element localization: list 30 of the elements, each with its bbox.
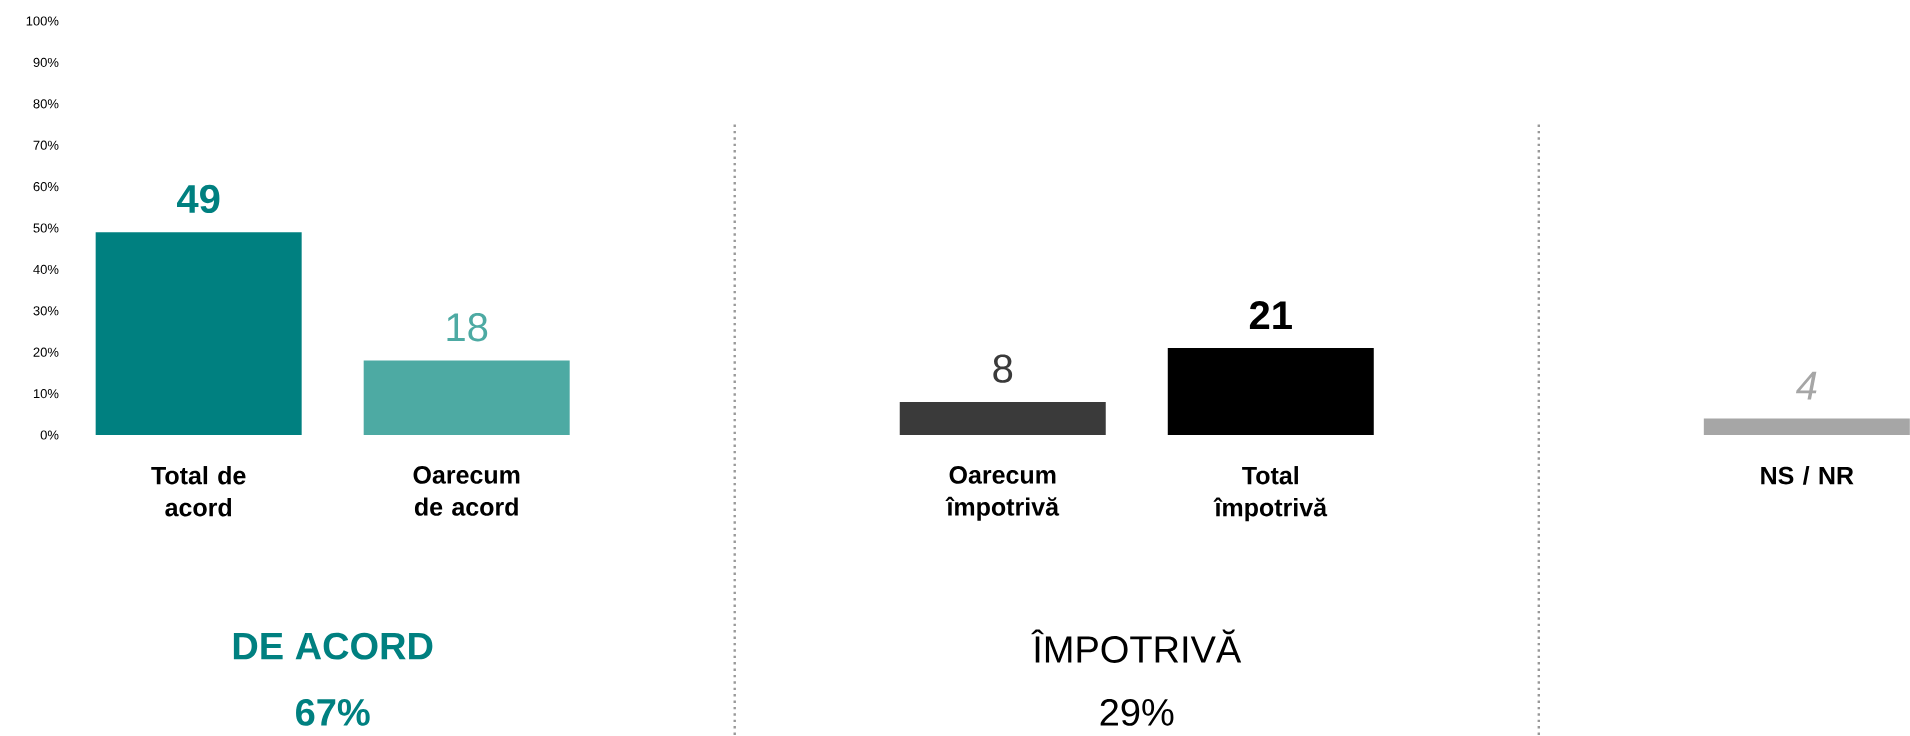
y-tick-label: 40% (33, 264, 59, 275)
data-label: 49 (177, 184, 220, 214)
data-label: 8 (993, 354, 1013, 383)
bar (95, 232, 302, 435)
bar (899, 401, 1106, 435)
bar (1703, 418, 1910, 435)
data-label: 4 (1795, 371, 1817, 400)
y-tick-label: 50% (33, 223, 59, 233)
y-tick-label: 80% (33, 99, 59, 109)
text: 29% (1100, 698, 1174, 726)
bar (1167, 348, 1374, 435)
data-label: 21 (1249, 301, 1292, 329)
x-tick-label: Total împotrivă (1213, 466, 1328, 522)
text: DE ACORD (233, 632, 433, 660)
y-tick-label: 90% (33, 57, 59, 68)
y-tick-label: 30% (33, 306, 59, 316)
y-tick-label: 70% (33, 140, 59, 150)
text: 67% (296, 698, 370, 726)
y-tick-label: 20% (33, 347, 59, 357)
y-tick-label: 0% (40, 430, 59, 440)
data-label: 18 (447, 313, 488, 342)
y-tick-label: 10% (33, 389, 59, 399)
bar (363, 360, 570, 435)
x-tick-label: Oarecum de acord (413, 466, 520, 516)
text: ÎMPOTRIVĂ (1031, 629, 1242, 663)
y-tick-label: 100% (26, 16, 59, 26)
x-tick-label: Oarecum împotrivă (945, 466, 1060, 521)
x-tick-label: Total de acord (151, 466, 246, 517)
x-tick-label: NS / NR (1761, 466, 1854, 485)
y-tick-label: 60% (33, 182, 59, 192)
